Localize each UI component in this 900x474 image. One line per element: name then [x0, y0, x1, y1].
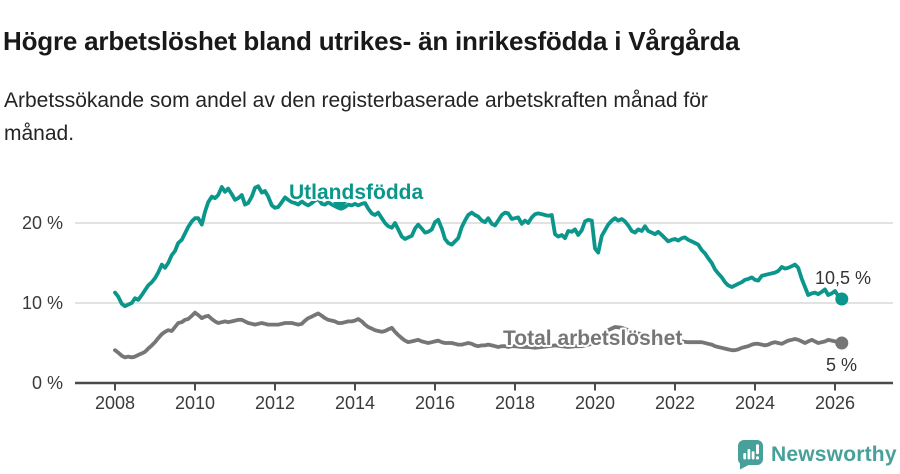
series-total-arbetsloshet: Total arbetslöshet 5 %: [113, 310, 857, 375]
subtitle-line-1: Arbetssökande som andel av den registerb…: [4, 89, 708, 112]
x-tick-label: 2024: [735, 393, 775, 413]
exclamation-dot: [756, 456, 759, 460]
x-tick-label: 2014: [335, 393, 375, 413]
series-label-total-arbetsloshet: Total arbetslöshet: [503, 327, 682, 350]
x-tick-label: 2018: [495, 393, 535, 413]
bar-3: [751, 451, 755, 460]
series-line-utlandsfodda: [113, 184, 844, 309]
end-value-label-total-arbetsloshet: 5 %: [826, 355, 857, 375]
series-end-dot-utlandsfodda: [835, 292, 849, 306]
newsworthy-logo[interactable]: Newsworthy: [737, 439, 897, 470]
series-label-utlandsfodda: Utlandsfödda: [289, 181, 423, 204]
y-tick-label: 20 %: [22, 213, 63, 233]
x-tick-label: 2026: [815, 393, 855, 413]
y-tick-label: 10 %: [22, 293, 63, 313]
subtitle-line-2: månad.: [4, 122, 75, 145]
chart-subtitle: Arbetssökande som andel av den registerb…: [4, 84, 708, 150]
x-tick-label: 2022: [655, 393, 695, 413]
y-axis-labels: 0 % 10 % 20 %: [22, 213, 63, 393]
series-utlandsfodda: Utlandsfödda 10,5 %: [113, 179, 871, 309]
x-tick-label: 2008: [95, 393, 135, 413]
x-tick-label: 2020: [575, 393, 615, 413]
bar-2: [747, 449, 751, 460]
exclamation-bar: [756, 444, 759, 455]
x-tick-label: 2016: [415, 393, 455, 413]
newsworthy-logo-text: Newsworthy: [771, 442, 897, 466]
series-line-total-arbetsloshet: [113, 310, 844, 360]
label-pointer-triangle-icon: [333, 202, 347, 211]
line-chart: 2008 2010 2012 2014 2016 2018 2020 2022 2024 2026…: [22, 179, 893, 413]
y-tick-label: 0 %: [32, 373, 63, 393]
end-value-label-utlandsfodda: 10,5 %: [815, 268, 871, 288]
x-tick-label: 2012: [255, 393, 295, 413]
x-tick-label: 2010: [175, 393, 215, 413]
speech-bubble-tail: [740, 462, 749, 470]
page-title: Högre arbetslöshet bland utrikes- än inr…: [3, 26, 740, 57]
bar-1: [743, 453, 747, 460]
x-axis-ticks: 2008 2010 2012 2014 2016 2018 2020 2022 2024 2026: [95, 383, 855, 413]
newsworthy-speech-bubble-bar-chart-icon: [738, 440, 763, 470]
gridlines: [75, 222, 893, 304]
series-end-dot-total-arbetsloshet: [835, 336, 849, 350]
